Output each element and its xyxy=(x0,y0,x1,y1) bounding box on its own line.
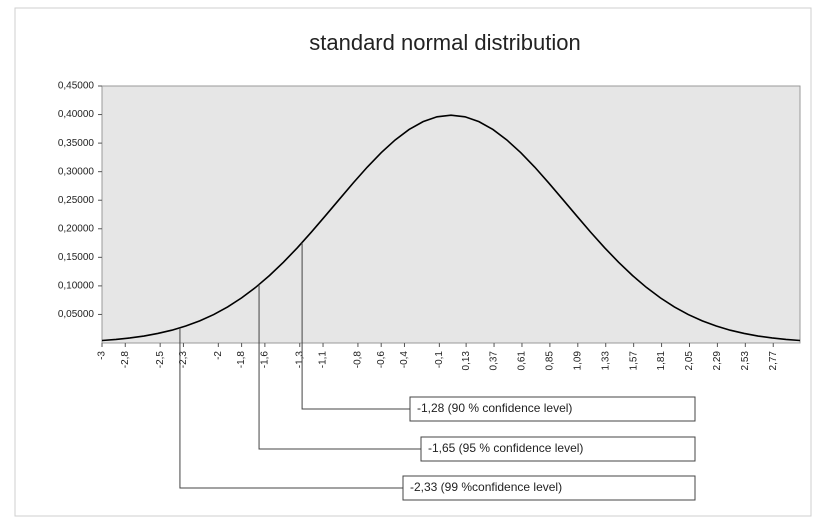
y-tick-label: 0,20000 xyxy=(58,223,95,234)
x-tick-label: -0,6 xyxy=(376,351,387,369)
x-tick-label: 0,61 xyxy=(517,351,528,371)
x-tick-label: -2,3 xyxy=(178,351,189,369)
x-tick-label: 2,05 xyxy=(684,351,695,371)
x-tick-label: 2,29 xyxy=(712,351,723,371)
x-tick-label: 2,53 xyxy=(740,351,751,371)
x-tick-label: -3 xyxy=(97,351,108,360)
annotation-box xyxy=(420,436,696,462)
x-tick-label: -1,8 xyxy=(236,351,247,369)
x-tick-label: 1,81 xyxy=(656,351,667,371)
y-tick-label: 0,35000 xyxy=(58,138,95,149)
annotation-box xyxy=(402,475,696,501)
x-tick-label: 0,85 xyxy=(545,351,556,371)
x-tick-label: -0,4 xyxy=(399,351,410,369)
x-tick-label: -1,3 xyxy=(294,351,305,369)
leader-line xyxy=(258,284,421,450)
y-tick-label: 0,10000 xyxy=(58,281,95,292)
y-tick-label: 0,30000 xyxy=(58,166,95,177)
x-tick-label: 0,13 xyxy=(461,351,472,371)
annotation-text: -1,65 (95 % confidence level) xyxy=(428,441,583,455)
plot-area xyxy=(101,85,801,344)
leader-line xyxy=(301,242,410,410)
x-tick-label: -0,8 xyxy=(353,351,364,369)
x-tick-label: 1,09 xyxy=(572,351,583,371)
y-tick-label: 0,05000 xyxy=(58,309,95,320)
y-tick-label: 0,45000 xyxy=(58,81,95,92)
annotation-box xyxy=(409,396,696,422)
x-tick-label: 2,77 xyxy=(768,351,779,371)
y-tick-label: 0,15000 xyxy=(58,252,95,263)
y-tick-label: 0,25000 xyxy=(58,195,95,206)
curve xyxy=(101,114,801,342)
x-tick-label: 0,37 xyxy=(489,351,500,371)
leader-line xyxy=(179,327,403,489)
x-tick-label: 1,57 xyxy=(628,351,639,371)
y-tick-label: 0,40000 xyxy=(58,109,95,120)
annotation-text: -1,28 (90 % confidence level) xyxy=(417,401,572,415)
x-tick-label: -0,1 xyxy=(434,351,445,369)
x-tick-label: -1,6 xyxy=(260,351,271,369)
x-tick-label: -2,5 xyxy=(155,351,166,369)
x-tick-label: -2 xyxy=(213,351,224,360)
annotation-text: -2,33 (99 %confidence level) xyxy=(410,480,562,494)
x-tick-label: 1,33 xyxy=(600,351,611,371)
x-tick-label: -1,1 xyxy=(318,351,329,369)
chart-title: standard normal distribution xyxy=(309,30,580,55)
x-tick-label: -2,8 xyxy=(120,351,131,369)
